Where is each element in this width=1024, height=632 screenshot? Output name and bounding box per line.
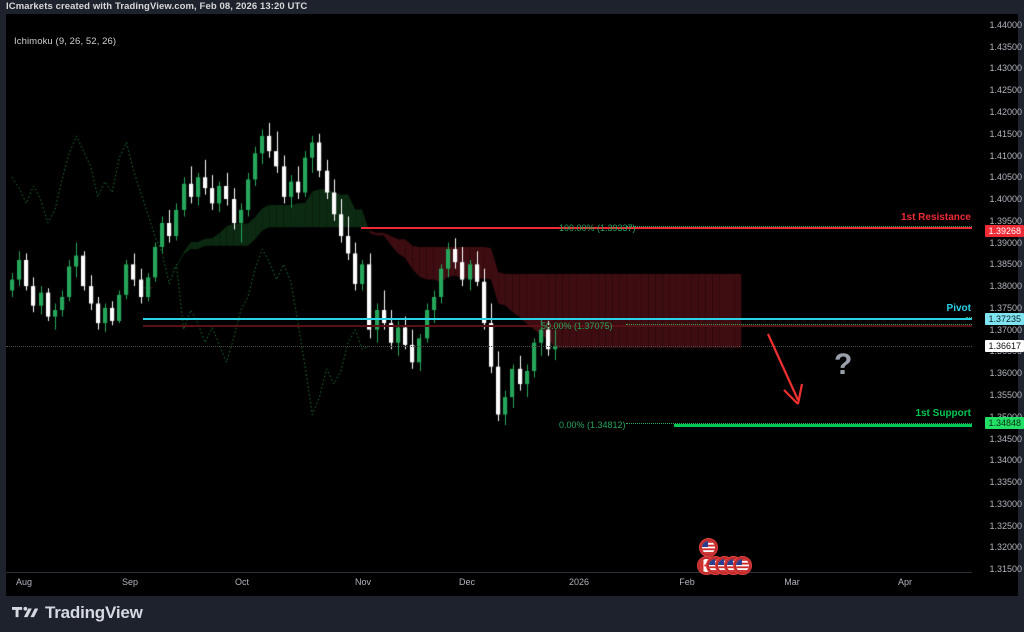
price-tick: 1.39500 bbox=[989, 215, 1022, 226]
pivot-fib-line-dotted bbox=[626, 324, 972, 326]
pivot-fib-label: 50.00% (1.37075) bbox=[541, 321, 613, 332]
price-tick: 1.44000 bbox=[989, 19, 1022, 30]
price-tick: 1.33500 bbox=[989, 477, 1022, 488]
time-tick: Aug bbox=[15, 577, 33, 587]
pivot-label: Pivot bbox=[946, 303, 971, 315]
price-tick: 1.43500 bbox=[989, 41, 1022, 52]
price-tick: 1.42500 bbox=[989, 85, 1022, 96]
price-tick: 1.40500 bbox=[989, 172, 1022, 183]
time-tick: Oct bbox=[234, 577, 250, 587]
pivot-fib-line[interactable] bbox=[143, 325, 972, 328]
time-tick: Feb bbox=[679, 577, 695, 587]
tradingview-logo: TradingView bbox=[12, 603, 143, 623]
price-tick: 1.41000 bbox=[989, 150, 1022, 161]
resistance-price-tag[interactable]: 1.39268 bbox=[985, 224, 1024, 237]
pivot-price-tag[interactable]: 1.37235 bbox=[985, 313, 1024, 326]
time-tick: Nov bbox=[354, 577, 372, 587]
us-flag-icon bbox=[702, 541, 715, 554]
event-badge-top[interactable] bbox=[699, 538, 718, 557]
price-tick: 1.38500 bbox=[989, 259, 1022, 270]
indicator-legend[interactable]: Ichimoku (9, 26, 52, 26) bbox=[14, 36, 117, 47]
price-tick: 1.32000 bbox=[989, 542, 1022, 553]
price-tick: 1.34000 bbox=[989, 455, 1022, 466]
price-tick: 1.43000 bbox=[989, 63, 1022, 74]
price-tick: 1.42000 bbox=[989, 106, 1022, 117]
price-axis[interactable]: 1.44000 1.43500 1.43000 1.42500 1.42000 1.415… bbox=[972, 14, 1024, 580]
price-tick: 1.37000 bbox=[989, 324, 1022, 335]
support-fib-label: 0.00% (1.34812) bbox=[559, 419, 626, 430]
tradingview-logo-text: TradingView bbox=[45, 603, 143, 622]
price-tick: 1.35500 bbox=[989, 389, 1022, 400]
price-tick: 1.33000 bbox=[989, 498, 1022, 509]
footer-bar: TradingView bbox=[0, 596, 1024, 632]
tradingview-logo-icon bbox=[12, 606, 38, 617]
support-label: 1st Support bbox=[915, 407, 971, 419]
price-tick: 1.41500 bbox=[989, 128, 1022, 139]
event-badge-4[interactable] bbox=[733, 556, 752, 575]
time-tick: Mar bbox=[784, 577, 800, 587]
time-tick: Sep bbox=[121, 577, 139, 587]
time-tick: 2026 bbox=[568, 577, 590, 587]
price-tick: 1.35000 bbox=[989, 412, 1022, 422]
price-tick: 1.34500 bbox=[989, 433, 1022, 444]
price-tick: 1.39000 bbox=[989, 237, 1022, 248]
support-line[interactable] bbox=[674, 423, 972, 427]
chart-pane[interactable]: Ichimoku (9, 26, 52, 26) bbox=[6, 14, 1018, 596]
time-axis[interactable]: Aug Sep Oct Nov Dec 2026 Feb Mar Apr bbox=[6, 572, 972, 595]
price-tick: 1.40000 bbox=[989, 194, 1022, 205]
time-tick: Dec bbox=[458, 577, 476, 587]
pivot-line-dotted bbox=[966, 317, 972, 319]
resistance-fib-label: 100.00% (1.39337) bbox=[559, 222, 636, 233]
resistance-line-dotted bbox=[626, 225, 972, 228]
price-tick: 1.37500 bbox=[989, 302, 1022, 313]
question-mark: ? bbox=[834, 348, 853, 381]
support-line-dotted bbox=[626, 422, 972, 425]
resistance-label: 1st Resistance bbox=[900, 211, 971, 223]
price-plot[interactable] bbox=[6, 14, 972, 580]
price-tick: 1.38000 bbox=[989, 281, 1022, 292]
time-tick: Apr bbox=[897, 577, 913, 587]
last-price-line bbox=[6, 346, 972, 348]
support-price-tag[interactable]: 1.34848 bbox=[985, 417, 1024, 430]
price-tick: 1.32500 bbox=[989, 520, 1022, 531]
price-tick: 1.36000 bbox=[989, 368, 1022, 379]
pivot-line[interactable] bbox=[143, 318, 972, 321]
price-tick: 1.31500 bbox=[989, 564, 1022, 575]
resistance-line[interactable] bbox=[361, 226, 972, 229]
down-arrow[interactable] bbox=[758, 328, 828, 418]
last-price-tag[interactable]: 1.36617 bbox=[985, 340, 1024, 353]
us-flag-icon bbox=[736, 559, 749, 572]
candlestick-canvas bbox=[6, 14, 972, 580]
attribution-bar: ICmarkets created with TradingView.com, … bbox=[0, 0, 1024, 14]
